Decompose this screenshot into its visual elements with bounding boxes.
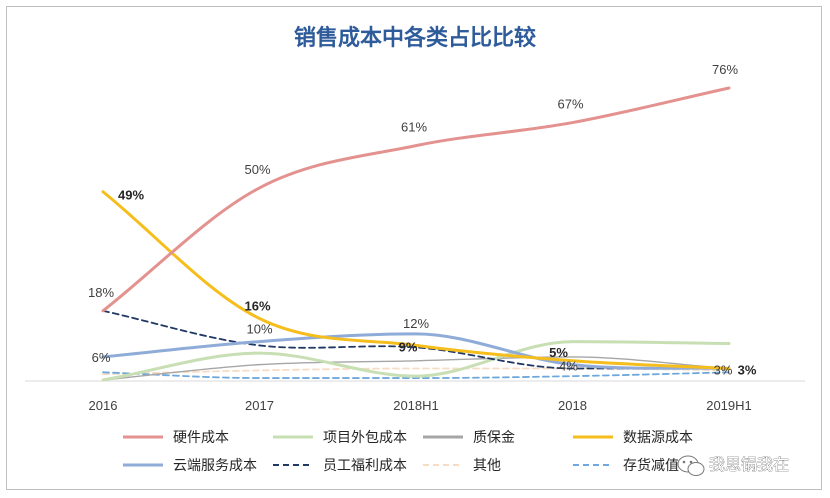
data-label: 67%	[557, 97, 583, 112]
series-line	[101, 332, 731, 370]
x-tick-label: 2019H1	[706, 398, 752, 413]
series-line	[101, 86, 731, 313]
legend-label: 质保金	[473, 430, 515, 446]
data-label: 9%	[399, 339, 418, 354]
data-label: 10%	[246, 322, 272, 337]
chart-frame	[6, 6, 822, 490]
x-axis: 2016 2017 2018H1 2018 2019H1	[25, 380, 805, 413]
watermark-text: 我思锅我在	[709, 455, 789, 474]
data-label: 50%	[244, 162, 270, 177]
data-label: 3%	[738, 362, 757, 377]
series-line	[102, 367, 730, 376]
data-label: 4%	[559, 359, 578, 374]
legend-label: 项目外包成本	[323, 430, 407, 446]
legend-label: 存货减值	[623, 457, 679, 474]
data-label: 18%	[88, 285, 114, 300]
x-tick-label: 2016	[89, 398, 118, 413]
data-label: 76%	[712, 62, 738, 77]
legend-label: 云端服务成本	[173, 458, 257, 474]
data-label: 6%	[92, 350, 111, 365]
data-label: 5%	[549, 345, 568, 360]
wechat-icon	[677, 455, 705, 476]
data-label: 61%	[401, 120, 427, 135]
series-line	[102, 356, 730, 381]
series-line	[102, 371, 730, 379]
data-label: 12%	[403, 316, 429, 331]
series-group	[101, 86, 731, 382]
data-label: 3%	[714, 362, 733, 377]
x-tick-label: 2018	[558, 398, 587, 413]
legend-label: 硬件成本	[173, 430, 229, 446]
legend-label: 其他	[473, 458, 501, 474]
x-tick-label: 2017	[245, 398, 274, 413]
legend-label: 员工福利成本	[323, 458, 407, 474]
legend-label: 数据源成本	[623, 430, 693, 446]
watermark: 我思锅我在	[677, 455, 789, 476]
series-line	[101, 340, 731, 382]
data-label: 49%	[118, 188, 144, 203]
data-label: 16%	[244, 299, 270, 314]
series-line	[101, 190, 731, 370]
data-labels: 18% 50% 61% 67% 76% 49% 16% 9% 5% 3% 6% 10% 12% 4% 3%	[88, 62, 757, 377]
x-tick-label: 2018H1	[393, 398, 439, 413]
chart-title: 销售成本中各类占比比较	[294, 25, 536, 51]
